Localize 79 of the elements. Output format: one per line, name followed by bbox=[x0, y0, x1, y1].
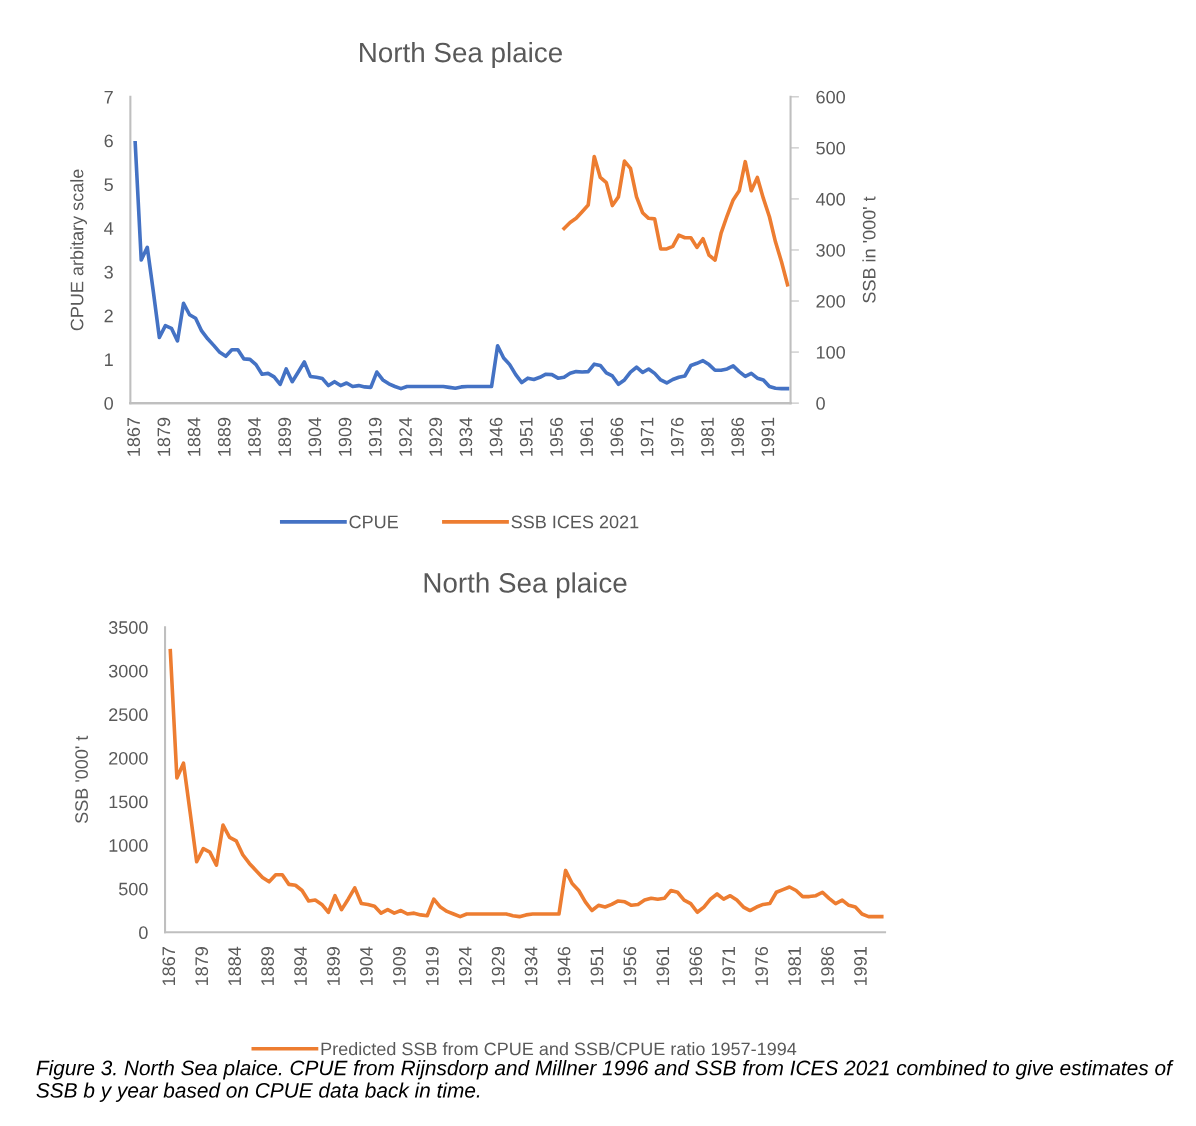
x-tick-label: 1986 bbox=[731, 417, 745, 456]
x-tick-label: 1924 bbox=[399, 417, 412, 456]
x-tick-label: 1951 bbox=[590, 947, 604, 985]
y-tick-label: 0 bbox=[104, 397, 113, 410]
x-tick-label: 1899 bbox=[327, 947, 340, 985]
y-tick-label: 5 bbox=[104, 178, 113, 192]
x-tick-label: 1919 bbox=[425, 947, 439, 985]
x-tick-label: 1867 bbox=[162, 947, 176, 985]
y-tick-label: 0 bbox=[139, 926, 148, 940]
chart-title: North Sea plaice bbox=[424, 572, 627, 599]
x-tick-label: 1991 bbox=[854, 947, 867, 985]
x-tick-label: 1884 bbox=[187, 417, 201, 456]
x-tick-label: 1909 bbox=[338, 417, 352, 456]
x-tick-label: 1946 bbox=[489, 417, 503, 456]
x-tick-label: 1976 bbox=[755, 947, 769, 985]
y-tick-label: 6 bbox=[104, 134, 113, 148]
x-tick-label: 1904 bbox=[360, 946, 373, 985]
legend-label: CPUE bbox=[349, 515, 398, 529]
x-tick-label: 1991 bbox=[761, 417, 775, 456]
y-tick-label: 7 bbox=[104, 90, 113, 104]
x-tick-label: 1894 bbox=[248, 417, 261, 456]
x-tick-label: 1919 bbox=[368, 417, 382, 456]
x-tick-label: 1986 bbox=[821, 947, 834, 985]
y2-tick-label: 600 bbox=[816, 90, 845, 104]
x-tick-label: 1981 bbox=[788, 947, 801, 985]
x-tick-label: 1924 bbox=[458, 946, 472, 985]
x-tick-label: 1951 bbox=[519, 417, 533, 456]
y-tick-label: 3 bbox=[104, 265, 113, 279]
chart-title: North Sea plaice bbox=[360, 41, 562, 68]
x-tick-label: 1934 bbox=[524, 946, 538, 985]
y-tick-label: 2 bbox=[104, 309, 113, 323]
x-tick-label: 1956 bbox=[550, 417, 563, 456]
x-tick-label: 1889 bbox=[261, 947, 274, 985]
x-tick-label: 1971 bbox=[722, 947, 736, 985]
y-tick-label: 500 bbox=[118, 882, 148, 896]
x-tick-label: 1879 bbox=[195, 947, 209, 985]
y-tick-label: 2000 bbox=[109, 751, 148, 765]
x-tick-label: 1981 bbox=[701, 417, 714, 456]
line-series bbox=[562, 154, 790, 287]
y-axis-title: SSB '000' t bbox=[75, 735, 88, 824]
legend-label: Predicted SSB from CPUE and SSB/CPUE ratio 1957-1994 bbox=[321, 1042, 797, 1056]
legend-label: SSB ICES 2021 bbox=[511, 515, 639, 529]
x-tick-label: 1966 bbox=[689, 947, 703, 985]
x-tick-label: 1961 bbox=[656, 947, 670, 985]
x-tick-label: 1971 bbox=[640, 417, 654, 456]
y2-tick-label: 200 bbox=[816, 294, 845, 308]
y2-axis-title: SSB in '000' t bbox=[862, 196, 876, 303]
x-tick-label: 1909 bbox=[392, 947, 406, 985]
x-tick-label: 1867 bbox=[127, 417, 141, 456]
y-axis-title: CPUE arbitary scale bbox=[70, 169, 87, 331]
x-tick-label: 1956 bbox=[623, 947, 637, 985]
x-tick-label: 1946 bbox=[557, 947, 571, 985]
y-tick-label: 3000 bbox=[108, 664, 148, 678]
y-tick-label: 1000 bbox=[109, 839, 148, 852]
x-tick-label: 1894 bbox=[294, 946, 307, 985]
x-tick-label: 1976 bbox=[670, 417, 684, 456]
y2-tick-label: 0 bbox=[816, 397, 825, 410]
x-tick-label: 1961 bbox=[580, 417, 594, 456]
x-tick-label: 1929 bbox=[429, 417, 443, 456]
x-tick-label: 1934 bbox=[459, 417, 473, 456]
x-tick-label: 1889 bbox=[217, 417, 231, 456]
x-tick-label: 1966 bbox=[610, 417, 624, 456]
y-tick-label: 3500 bbox=[108, 621, 148, 634]
line-series bbox=[133, 140, 790, 391]
x-tick-label: 1899 bbox=[278, 417, 292, 456]
y-tick-label: 1500 bbox=[109, 795, 148, 809]
y-tick-label: 1 bbox=[105, 353, 113, 366]
caption: Figure 3. North Sea plaice. CPUE from Rijnsdorp and Millner 1996 and SSB from ICES 2021 combined to give estimates of SSB b y year based on CPUE data back in time. bbox=[36, 1060, 1174, 1102]
y-tick-label: 4 bbox=[104, 222, 114, 235]
line-series bbox=[168, 648, 884, 919]
y2-tick-label: 100 bbox=[816, 346, 845, 359]
x-tick-label: 1929 bbox=[491, 947, 505, 985]
y2-tick-label: 400 bbox=[815, 192, 845, 206]
x-tick-label: 1904 bbox=[308, 417, 322, 456]
x-tick-label: 1884 bbox=[228, 946, 242, 985]
y2-tick-label: 500 bbox=[816, 141, 845, 155]
x-tick-label: 1879 bbox=[157, 417, 171, 456]
y-tick-label: 2500 bbox=[109, 708, 148, 722]
y2-tick-label: 300 bbox=[816, 243, 845, 257]
